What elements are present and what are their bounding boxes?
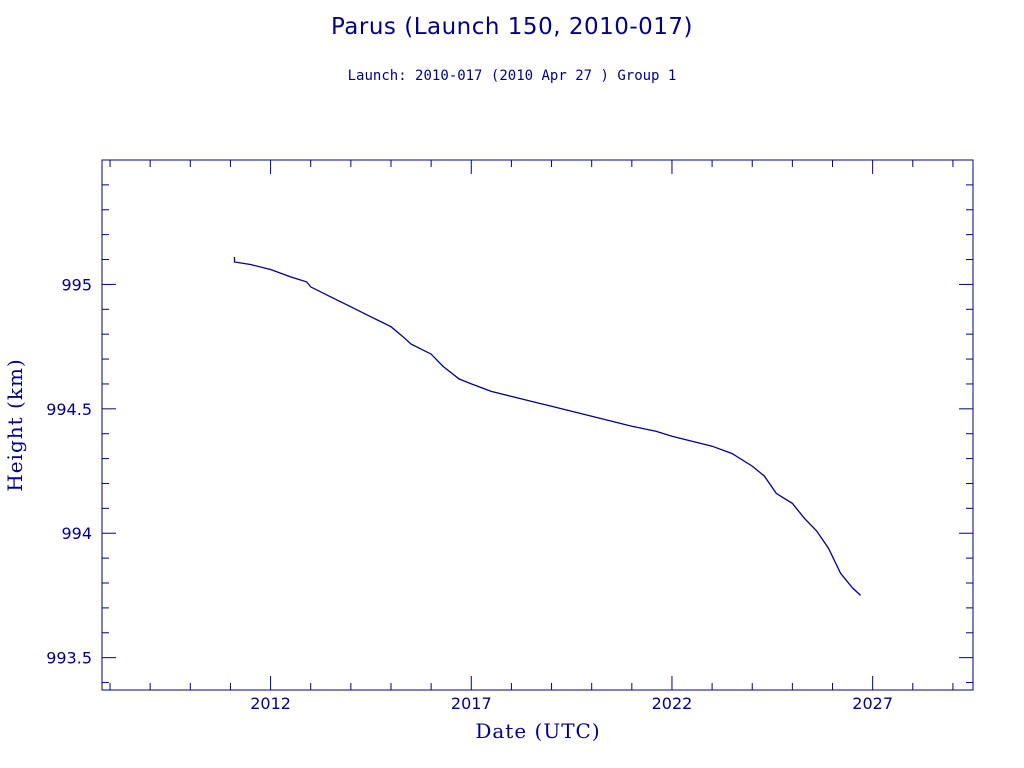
y-tick-label: 994.5 xyxy=(46,400,92,419)
chart-subtitle: Launch: 2010-017 (2010 Apr 27 ) Group 1 xyxy=(347,68,677,84)
x-tick-label: 2017 xyxy=(451,694,492,713)
tick-labels: 2012 2017 2022 2027 993.5 994 994.5 995 xyxy=(46,275,893,713)
y-axis-label: Height (km) xyxy=(3,358,27,491)
axis-ticks xyxy=(102,159,973,690)
x-tick-label: 2012 xyxy=(250,694,291,713)
plot-frame xyxy=(101,159,974,691)
y-tick-label: 994 xyxy=(61,524,92,543)
y-tick-label: 995 xyxy=(61,275,92,294)
y-tick-label: 993.5 xyxy=(46,649,92,668)
x-tick-label: 2022 xyxy=(652,694,693,713)
series-line xyxy=(233,257,862,596)
x-tick-label: 2027 xyxy=(852,694,893,713)
chart-title: Parus (Launch 150, 2010-017) xyxy=(330,14,694,40)
x-axis-label: Date (UTC) xyxy=(475,719,600,743)
